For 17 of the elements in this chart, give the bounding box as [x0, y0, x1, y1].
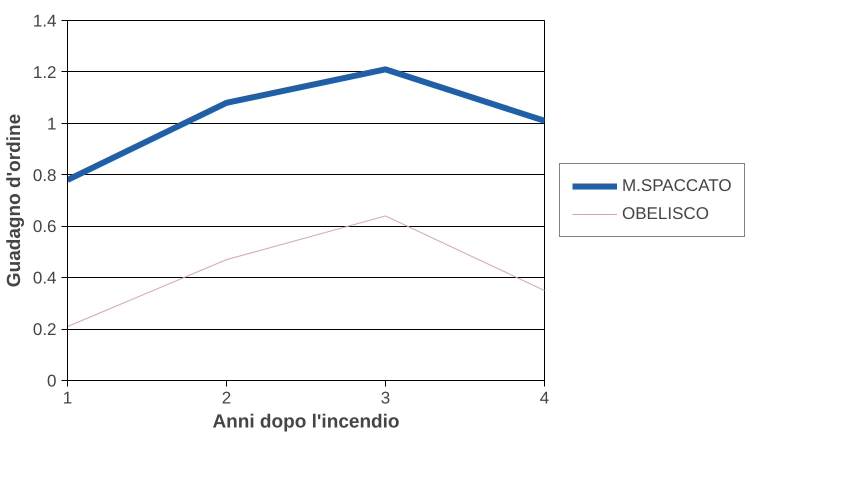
- x-tick-label: 3: [380, 388, 390, 408]
- y-axis-title: Guadagno d'ordine: [4, 114, 25, 288]
- x-tick-label: 4: [540, 388, 550, 408]
- y-tick-label: 0.2: [32, 320, 57, 340]
- y-tick-label: 1.2: [32, 62, 57, 82]
- y-tick-label: 0.8: [32, 166, 57, 185]
- legend-label: M.SPACCATO: [622, 176, 732, 196]
- y-tick-label: 0.6: [32, 217, 57, 236]
- y-tick-label: 0.4: [32, 268, 57, 288]
- y-tick-label: 1.4: [32, 12, 57, 30]
- legend-label: OBELISCO: [622, 204, 709, 224]
- y-tick-label: 1: [47, 114, 57, 134]
- x-tick-label: 2: [222, 388, 232, 408]
- line-series: [68, 215, 544, 327]
- x-tick-label: 1: [62, 388, 72, 408]
- y-tick-label: 0: [47, 372, 57, 390]
- x-axis-title: Anni dopo l'incendio: [212, 412, 400, 432]
